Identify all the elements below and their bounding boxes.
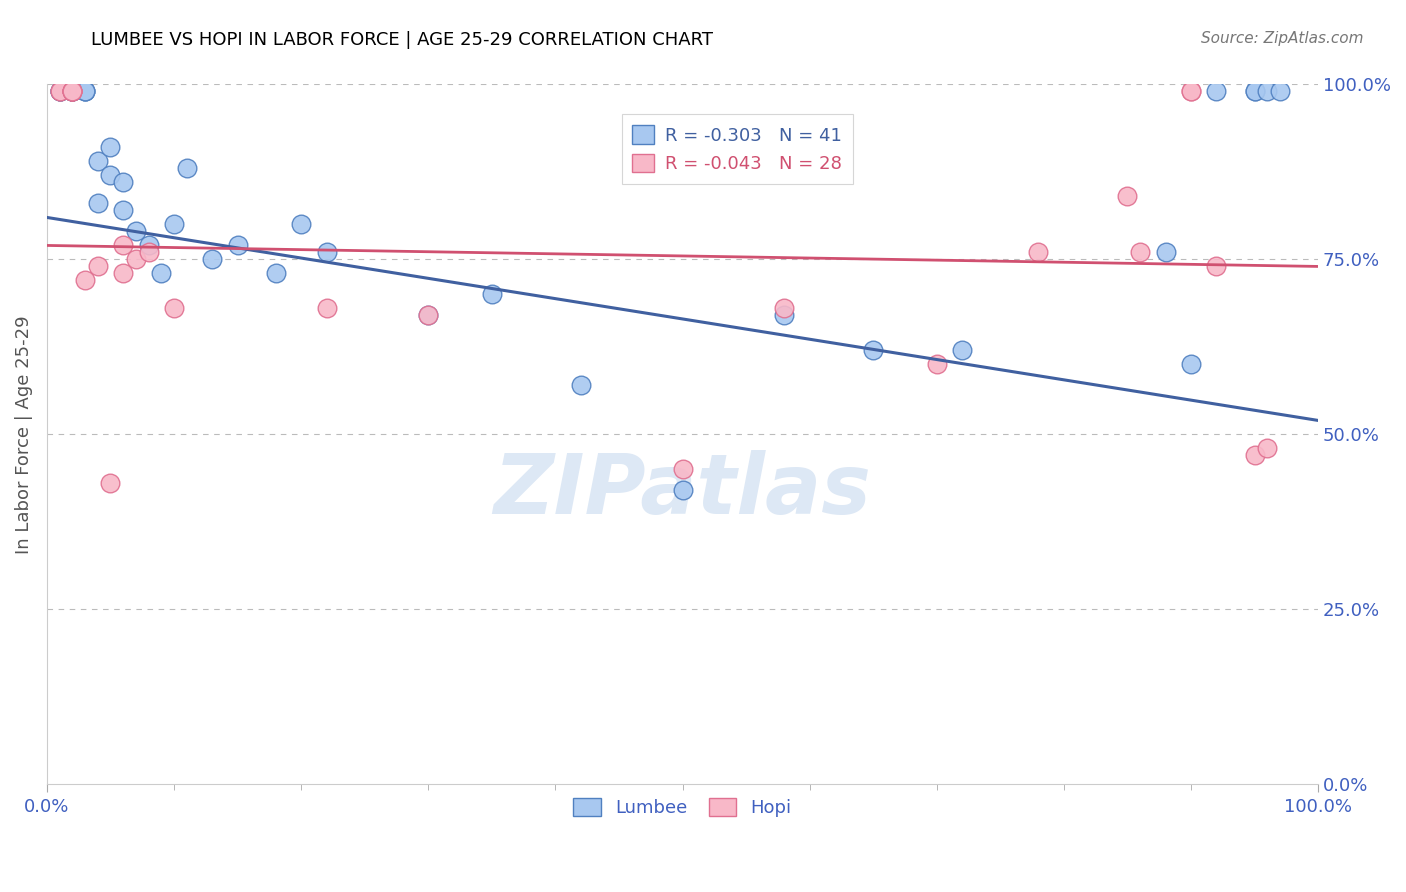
Point xyxy=(60,85,83,99)
Point xyxy=(1256,85,1278,99)
Point xyxy=(60,85,83,99)
Point xyxy=(112,203,135,218)
Point xyxy=(87,260,110,274)
Point xyxy=(87,154,110,169)
Point xyxy=(201,252,224,267)
Point xyxy=(418,309,440,323)
Point xyxy=(481,287,503,301)
Point xyxy=(315,301,337,316)
Point xyxy=(163,301,186,316)
Point xyxy=(569,378,592,392)
Legend: Lumbee, Hopi: Lumbee, Hopi xyxy=(567,790,799,824)
Point xyxy=(925,358,948,372)
Point xyxy=(1116,189,1139,203)
Point xyxy=(150,267,173,281)
Point xyxy=(163,218,186,232)
Point xyxy=(1268,85,1291,99)
Point xyxy=(176,161,198,176)
Point xyxy=(73,85,96,99)
Point xyxy=(73,85,96,99)
Point xyxy=(950,343,973,358)
Point xyxy=(73,273,96,287)
Point xyxy=(73,85,96,99)
Point xyxy=(60,85,83,99)
Point xyxy=(100,169,122,183)
Text: Source: ZipAtlas.com: Source: ZipAtlas.com xyxy=(1201,31,1364,46)
Point xyxy=(1154,245,1177,260)
Point xyxy=(60,85,83,99)
Point xyxy=(48,85,70,99)
Text: LUMBEE VS HOPI IN LABOR FORCE | AGE 25-29 CORRELATION CHART: LUMBEE VS HOPI IN LABOR FORCE | AGE 25-2… xyxy=(91,31,713,49)
Point xyxy=(138,238,160,252)
Point xyxy=(100,476,122,491)
Point xyxy=(48,85,70,99)
Point xyxy=(671,483,693,498)
Point xyxy=(125,252,148,267)
Point xyxy=(290,218,312,232)
Point xyxy=(112,238,135,252)
Point xyxy=(1028,245,1050,260)
Point xyxy=(671,462,693,476)
Point xyxy=(1129,245,1152,260)
Y-axis label: In Labor Force | Age 25-29: In Labor Force | Age 25-29 xyxy=(15,315,32,554)
Point xyxy=(112,267,135,281)
Point xyxy=(1180,85,1202,99)
Point xyxy=(264,267,287,281)
Point xyxy=(60,85,83,99)
Point xyxy=(862,343,884,358)
Point xyxy=(60,85,83,99)
Point xyxy=(1243,449,1265,463)
Point xyxy=(112,176,135,190)
Point xyxy=(60,85,83,99)
Point xyxy=(1205,85,1227,99)
Point xyxy=(125,224,148,238)
Point xyxy=(138,245,160,260)
Point xyxy=(1243,85,1265,99)
Point xyxy=(48,85,70,99)
Point xyxy=(60,85,83,99)
Point xyxy=(87,196,110,211)
Point xyxy=(1180,358,1202,372)
Point xyxy=(60,85,83,99)
Point xyxy=(100,140,122,154)
Point xyxy=(226,238,249,252)
Point xyxy=(418,309,440,323)
Point xyxy=(1243,85,1265,99)
Point xyxy=(1256,442,1278,456)
Text: ZIPatlas: ZIPatlas xyxy=(494,450,872,531)
Point xyxy=(48,85,70,99)
Point xyxy=(1205,260,1227,274)
Point xyxy=(773,309,796,323)
Point xyxy=(48,85,70,99)
Point xyxy=(1180,85,1202,99)
Point xyxy=(773,301,796,316)
Point xyxy=(60,85,83,99)
Point xyxy=(315,245,337,260)
